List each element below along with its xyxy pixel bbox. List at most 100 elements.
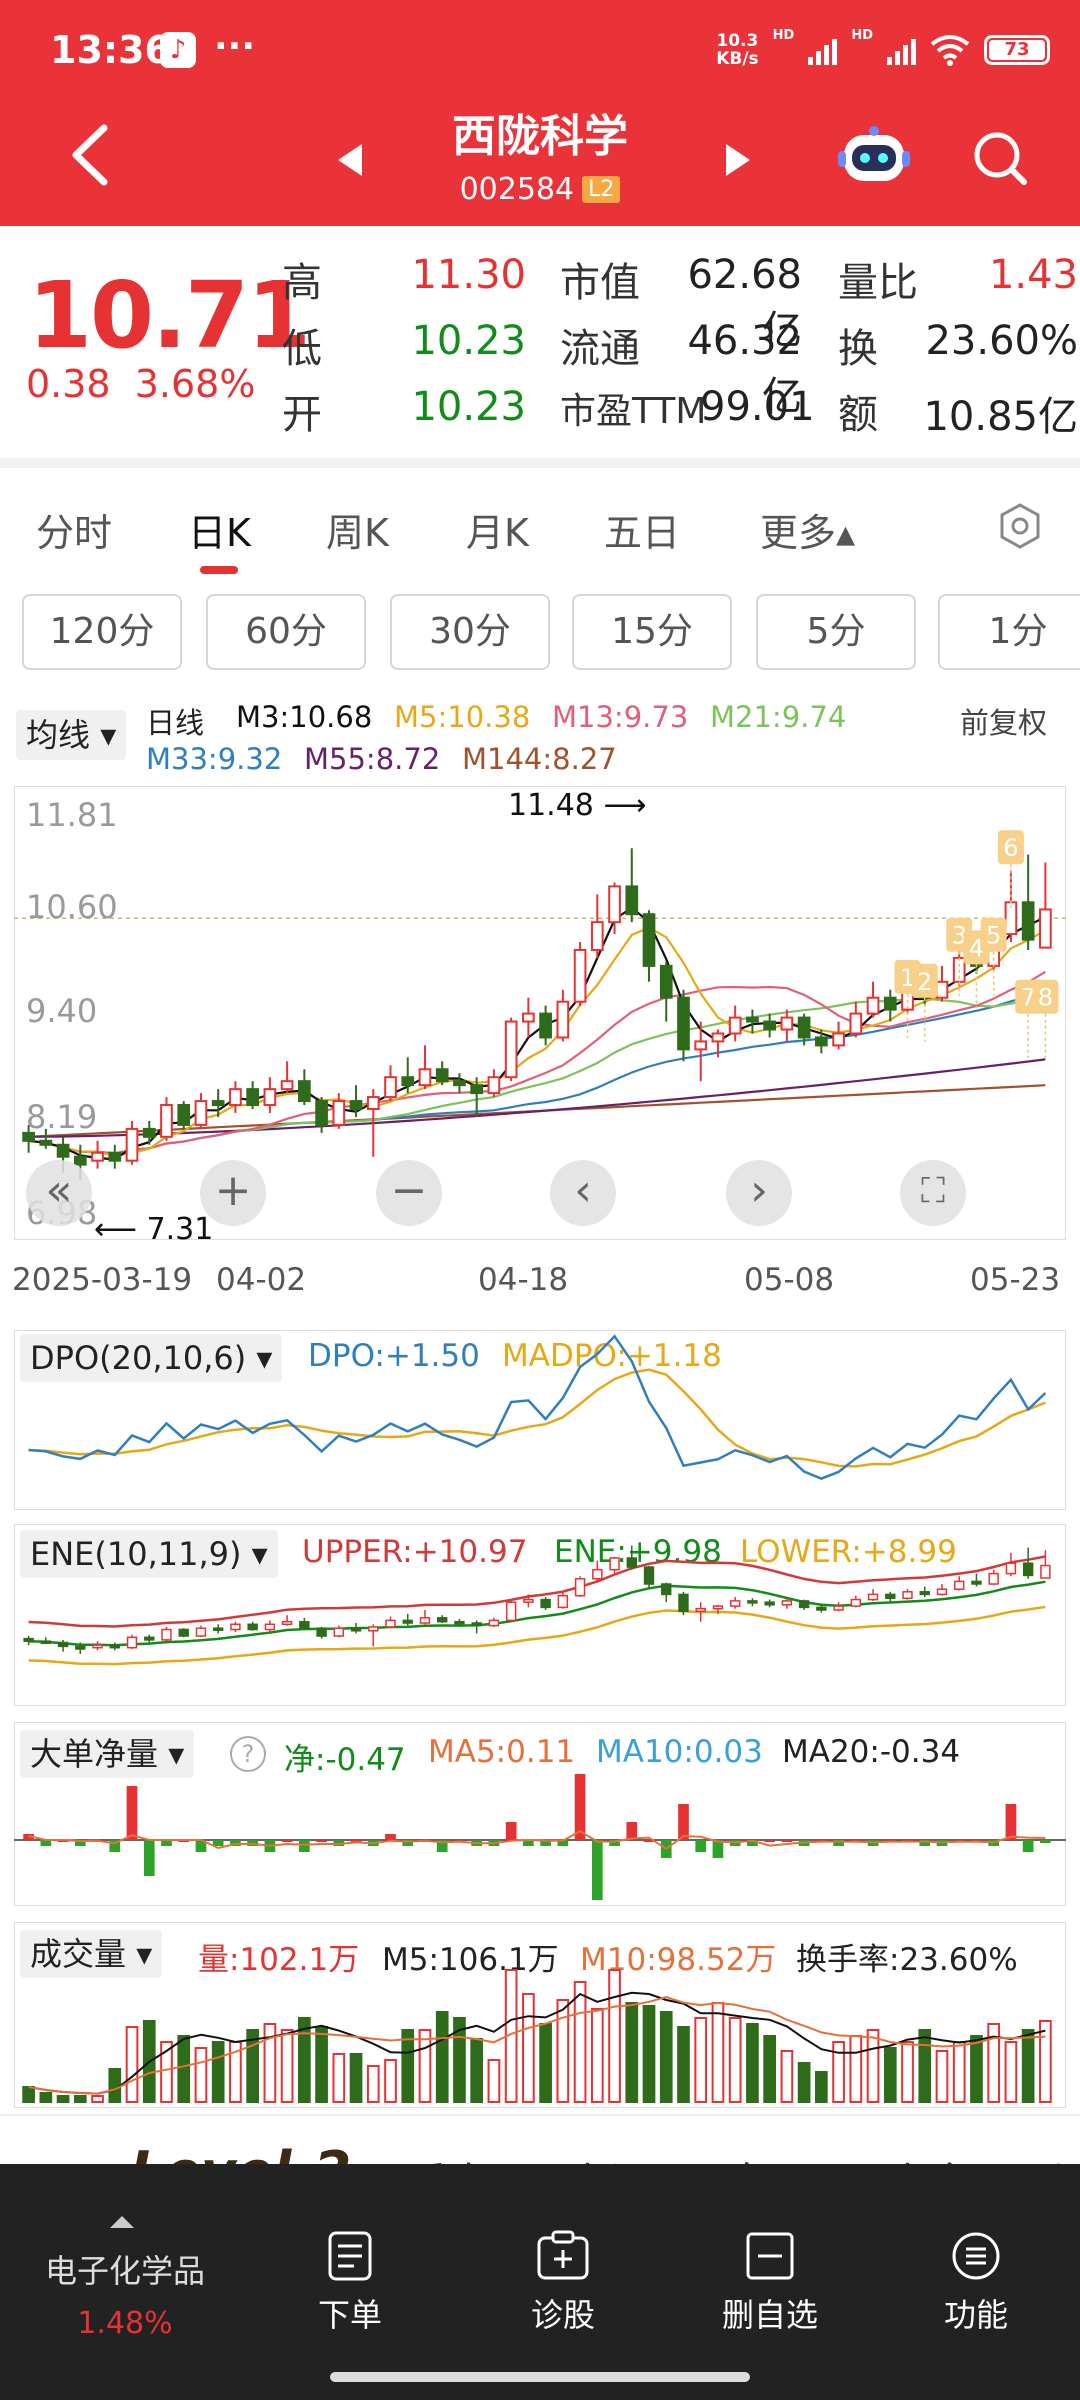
ene-candle-body	[574, 1578, 586, 1597]
volume-dropdown[interactable]: 成交量 ▾	[20, 1930, 163, 1978]
bigorder-chart	[14, 1774, 1066, 1900]
btn-5min[interactable]: 5分	[756, 594, 916, 670]
kline-chart[interactable]: 1 23 4 5 6 7 8	[14, 786, 1066, 1240]
volume-bar	[349, 2053, 363, 2103]
ene-dropdown[interactable]: ENE(10,11,9) ▾	[20, 1530, 278, 1578]
diagnose-label: 诊股	[530, 2296, 595, 2334]
turnover-value: 23.60%	[925, 318, 1078, 364]
bigorder-dropdown[interactable]: 大单净量 ▾	[20, 1730, 195, 1778]
price-change: 0.38 3.68%	[26, 362, 255, 406]
btn-60min[interactable]: 60分	[206, 594, 366, 670]
bigorder-bar	[1040, 1840, 1051, 1843]
ene-candle-body	[1022, 1562, 1034, 1577]
prev-stock-button[interactable]	[330, 140, 370, 180]
ene-lower-line	[28, 1605, 1046, 1666]
ene-candle-body	[57, 1641, 69, 1648]
fullscreen-button[interactable]: ⛶	[900, 1160, 966, 1226]
volume-panel[interactable]	[14, 1922, 1066, 2108]
zoom-in-button[interactable]: +	[200, 1160, 266, 1226]
btn-30min[interactable]: 30分	[390, 594, 550, 670]
ene-candle-body	[23, 1637, 34, 1642]
bottom-action-bar	[0, 2164, 1080, 2400]
adjust-mode[interactable]: 前复权	[960, 706, 1048, 740]
diagnose-icon	[537, 2230, 589, 2280]
high-value: 11.30	[411, 252, 526, 298]
bigorder-bar	[678, 1804, 689, 1840]
volume-bar	[987, 2023, 1001, 2103]
sector-name[interactable]: 电子化学品	[44, 2252, 205, 2290]
next-stock-button[interactable]	[718, 140, 758, 180]
back-button[interactable]	[60, 120, 120, 190]
mktcap-label: 市值	[560, 260, 640, 306]
signal-marker: 8	[1032, 979, 1059, 1058]
ma-m33: M33:9.32	[146, 742, 283, 776]
stock-code: 002584	[459, 172, 575, 207]
dpo-dropdown[interactable]: DPO(20,10,6) ▾	[20, 1334, 283, 1382]
volume-bar	[694, 2017, 708, 2103]
scroll-left-fast-button[interactable]: «	[26, 1160, 92, 1226]
ene-candle-body	[729, 1600, 741, 1607]
ene-candle-body	[919, 1591, 930, 1596]
volume-bar	[573, 1981, 587, 2103]
ma-dropdown[interactable]: 均线 ▾	[16, 710, 127, 760]
bigorder-bar	[764, 1840, 775, 1842]
change-pct: 3.68%	[134, 362, 256, 406]
signal-marker-box	[911, 963, 938, 998]
remove-watchlist-button[interactable]: 删自选	[700, 2230, 840, 2336]
diagnose-button[interactable]: 诊股	[508, 2230, 618, 2336]
ene-mid-line	[28, 1580, 1046, 1647]
volume-bar	[160, 2041, 173, 2103]
settings-hexagon-icon[interactable]	[998, 502, 1042, 550]
candle-body	[780, 1016, 794, 1031]
volume-bar	[1021, 2029, 1035, 2103]
float-label: 流通	[560, 326, 640, 372]
tab-five-day[interactable]: 五日	[604, 511, 681, 555]
ene-candle-body	[540, 1598, 551, 1609]
order-button[interactable]: 下单	[300, 2230, 400, 2336]
tab-more[interactable]: 更多▴	[760, 511, 856, 555]
robot-assistant-icon[interactable]	[838, 125, 910, 189]
madpo-line	[28, 1368, 1046, 1468]
volume-bar	[263, 2023, 277, 2103]
tab-weekly-k[interactable]: 周K	[326, 511, 389, 555]
candle-body	[883, 996, 897, 1011]
dpo-panel[interactable]	[14, 1330, 1066, 1510]
sector-expand-icon[interactable]	[110, 2216, 134, 2228]
ene-candle-body	[195, 1627, 207, 1637]
status-time: 13:36	[50, 28, 171, 72]
tab-daily-k[interactable]: 日K	[188, 511, 251, 555]
ene-candle-body	[661, 1583, 672, 1596]
bigorder-bar	[833, 1840, 844, 1846]
ene-candle-body	[1040, 1564, 1051, 1579]
volume-bar	[22, 2086, 35, 2103]
btn-15min[interactable]: 15分	[572, 594, 732, 670]
tab-intraday[interactable]: 分时	[36, 511, 113, 555]
volratio-label: 量比	[838, 260, 918, 306]
ene-candle-body	[867, 1593, 879, 1601]
ene-panel[interactable]	[14, 1524, 1066, 1706]
ene-candle-body	[557, 1594, 569, 1609]
candle-body	[263, 1088, 277, 1107]
volume-chart	[22, 1969, 1052, 2103]
kline-chart-frame[interactable]	[14, 786, 1066, 1240]
search-icon[interactable]	[970, 128, 1030, 188]
btn-1min[interactable]: 1分	[938, 594, 1080, 670]
ene-candle-body	[178, 1628, 189, 1637]
ene-candle-body	[75, 1645, 86, 1650]
zoom-out-button[interactable]: −	[376, 1160, 442, 1226]
volume-bar	[315, 2026, 328, 2103]
btn-120min[interactable]: 120分	[22, 594, 182, 670]
scroll-left-button[interactable]: ‹	[550, 1160, 616, 1226]
help-icon[interactable]: ?	[230, 1736, 266, 1772]
ene-candle-body	[1005, 1562, 1017, 1575]
bigorder-panel[interactable]	[14, 1722, 1066, 1906]
ene-candle-body	[781, 1600, 793, 1606]
remove-watchlist-label: 删自选	[721, 2296, 818, 2334]
candle-body	[125, 1127, 139, 1162]
volume-bar	[418, 2029, 432, 2103]
ene-candle-body	[695, 1607, 706, 1613]
tab-monthly-k[interactable]: 月K	[466, 511, 529, 555]
scroll-right-button[interactable]: ›	[726, 1160, 792, 1226]
function-button[interactable]: 功能	[926, 2230, 1026, 2336]
net-speed: 10.3 KB/s	[716, 31, 759, 69]
